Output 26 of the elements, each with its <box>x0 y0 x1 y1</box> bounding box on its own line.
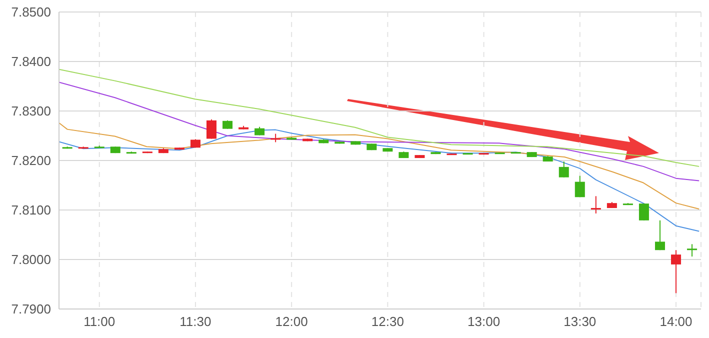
line-series <box>59 82 700 182</box>
x-tick-label: 11:00 <box>84 314 116 330</box>
candlestick <box>655 220 665 251</box>
x-tick-label: 12:30 <box>371 314 404 330</box>
candlestick <box>206 118 216 140</box>
candlestick <box>687 244 698 258</box>
candlestick <box>671 250 682 294</box>
candlestick <box>638 203 649 221</box>
x-tick-label: 11:30 <box>180 314 212 330</box>
y-tick-label: 7.8200 <box>11 153 51 168</box>
y-tick-label: 7.8400 <box>11 54 51 70</box>
candlestick <box>574 175 585 198</box>
y-tick-label: 7.8100 <box>11 202 51 218</box>
y-tick-label: 7.8300 <box>11 104 51 119</box>
candlestick <box>590 196 601 214</box>
y-tick-label: 7.7900 <box>11 302 51 317</box>
line-series <box>59 129 700 232</box>
candlestick <box>558 160 569 178</box>
line-series <box>59 122 700 210</box>
line-series <box>59 68 700 167</box>
y-tick-label: 7.8000 <box>11 252 51 268</box>
x-tick-label: 14:00 <box>660 314 692 330</box>
x-tick-label: 12:00 <box>275 314 308 330</box>
x-tick-label: 13:30 <box>564 314 596 330</box>
y-tick-label: 7.8500 <box>11 4 51 20</box>
x-tick-label: 13:00 <box>468 314 500 330</box>
